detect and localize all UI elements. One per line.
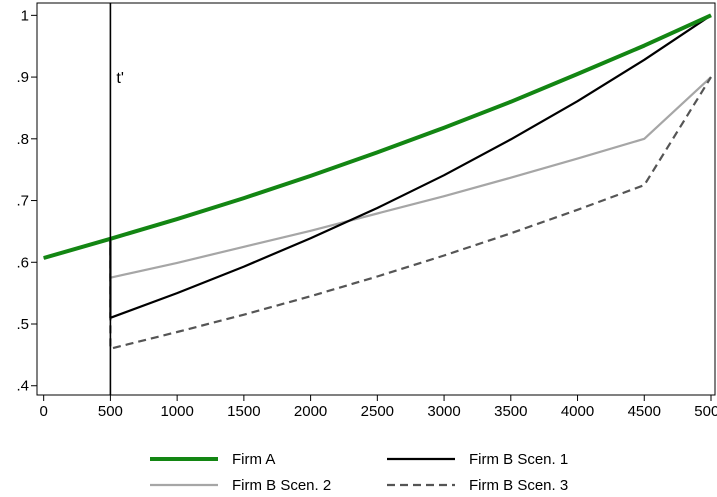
- x-tick-label: 5000: [694, 403, 717, 420]
- x-tick-label: 2000: [294, 403, 327, 420]
- y-tick-label: .7: [16, 193, 29, 210]
- y-tick-label: .5: [16, 316, 29, 333]
- series-line: [43, 13, 712, 260]
- y-tick-label: .8: [16, 131, 29, 148]
- y-tick-label: .4: [16, 378, 29, 395]
- x-tick-label: 1500: [227, 403, 260, 420]
- x-tick-label: 4500: [628, 403, 661, 420]
- t-prime-annotation: t': [116, 70, 124, 87]
- legend-label: Firm B Scen. 3: [469, 477, 568, 494]
- x-tick-label: 3000: [427, 403, 460, 420]
- legend: Firm A Firm B Scen. 1 Firm B Scen. 2 Firm B…: [150, 451, 568, 494]
- y-tick-label: 1: [21, 7, 29, 24]
- x-tick-label: 4000: [561, 403, 594, 420]
- x-axis: 0 500 1000 1500 2000 2500 3000 3500 4000 4500 5000: [40, 395, 717, 420]
- y-axis: .4 .5 .6 .7 .8 .9 1: [16, 7, 37, 395]
- legend-label: Firm B Scen. 2: [232, 477, 331, 494]
- x-tick-label: 0: [40, 403, 48, 420]
- legend-label: Firm A: [232, 451, 275, 468]
- x-tick-label: 1000: [160, 403, 193, 420]
- plot-area: [36, 2, 716, 396]
- legend-label: Firm B Scen. 1: [469, 451, 568, 468]
- x-tick-label: 3500: [494, 403, 527, 420]
- x-tick-label: 2500: [361, 403, 394, 420]
- y-tick-label: .6: [16, 254, 29, 271]
- y-tick-label: .9: [16, 69, 29, 86]
- x-tick-label: 500: [98, 403, 123, 420]
